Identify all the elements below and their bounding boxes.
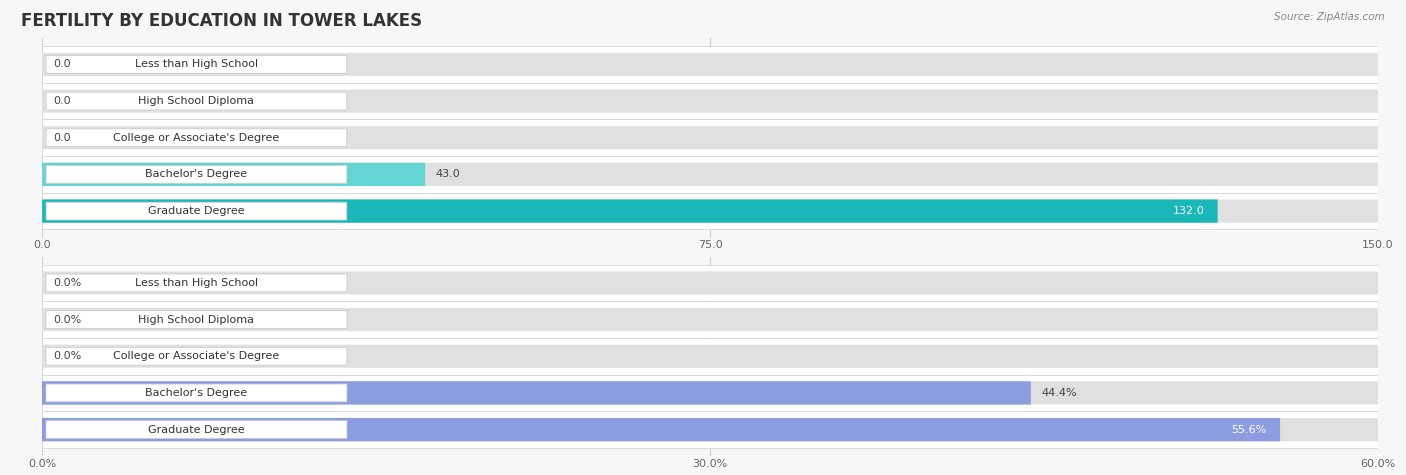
FancyBboxPatch shape [42, 381, 1031, 405]
Text: Bachelor's Degree: Bachelor's Degree [145, 388, 247, 398]
FancyBboxPatch shape [42, 381, 1378, 405]
Text: Less than High School: Less than High School [135, 278, 259, 288]
FancyBboxPatch shape [46, 56, 347, 73]
FancyBboxPatch shape [42, 301, 1378, 338]
Text: Source: ZipAtlas.com: Source: ZipAtlas.com [1274, 12, 1385, 22]
Text: Graduate Degree: Graduate Degree [148, 425, 245, 435]
FancyBboxPatch shape [42, 83, 1378, 119]
FancyBboxPatch shape [42, 200, 1378, 223]
Text: Less than High School: Less than High School [135, 59, 259, 69]
FancyBboxPatch shape [46, 165, 347, 183]
Text: 0.0%: 0.0% [53, 314, 82, 324]
Text: High School Diploma: High School Diploma [138, 96, 254, 106]
Text: Graduate Degree: Graduate Degree [148, 206, 245, 216]
Text: 0.0: 0.0 [53, 59, 70, 69]
FancyBboxPatch shape [46, 92, 347, 110]
FancyBboxPatch shape [46, 311, 347, 329]
FancyBboxPatch shape [42, 119, 1378, 156]
FancyBboxPatch shape [46, 274, 347, 292]
FancyBboxPatch shape [46, 347, 347, 365]
FancyBboxPatch shape [42, 265, 1378, 301]
Text: 55.6%: 55.6% [1232, 425, 1267, 435]
Text: College or Associate's Degree: College or Associate's Degree [114, 351, 280, 361]
FancyBboxPatch shape [46, 202, 347, 220]
FancyBboxPatch shape [42, 126, 1378, 149]
Text: 43.0: 43.0 [436, 170, 461, 180]
Text: 0.0: 0.0 [53, 96, 70, 106]
FancyBboxPatch shape [42, 418, 1378, 441]
FancyBboxPatch shape [42, 89, 1378, 113]
FancyBboxPatch shape [42, 53, 1378, 76]
FancyBboxPatch shape [42, 308, 1378, 331]
Text: 132.0: 132.0 [1173, 206, 1204, 216]
FancyBboxPatch shape [46, 421, 347, 438]
FancyBboxPatch shape [42, 345, 1378, 368]
FancyBboxPatch shape [42, 411, 1378, 448]
Text: 0.0%: 0.0% [53, 278, 82, 288]
Text: 0.0%: 0.0% [53, 351, 82, 361]
Text: High School Diploma: High School Diploma [138, 314, 254, 324]
FancyBboxPatch shape [46, 384, 347, 402]
FancyBboxPatch shape [46, 129, 347, 147]
FancyBboxPatch shape [42, 46, 1378, 83]
FancyBboxPatch shape [42, 418, 1279, 441]
Text: 0.0: 0.0 [53, 133, 70, 143]
Text: College or Associate's Degree: College or Associate's Degree [114, 133, 280, 143]
FancyBboxPatch shape [42, 338, 1378, 375]
FancyBboxPatch shape [42, 375, 1378, 411]
Text: Bachelor's Degree: Bachelor's Degree [145, 170, 247, 180]
FancyBboxPatch shape [42, 271, 1378, 294]
Text: 44.4%: 44.4% [1042, 388, 1077, 398]
Text: FERTILITY BY EDUCATION IN TOWER LAKES: FERTILITY BY EDUCATION IN TOWER LAKES [21, 12, 422, 30]
FancyBboxPatch shape [42, 200, 1218, 223]
FancyBboxPatch shape [42, 163, 1378, 186]
FancyBboxPatch shape [42, 156, 1378, 193]
FancyBboxPatch shape [42, 163, 425, 186]
FancyBboxPatch shape [42, 193, 1378, 229]
